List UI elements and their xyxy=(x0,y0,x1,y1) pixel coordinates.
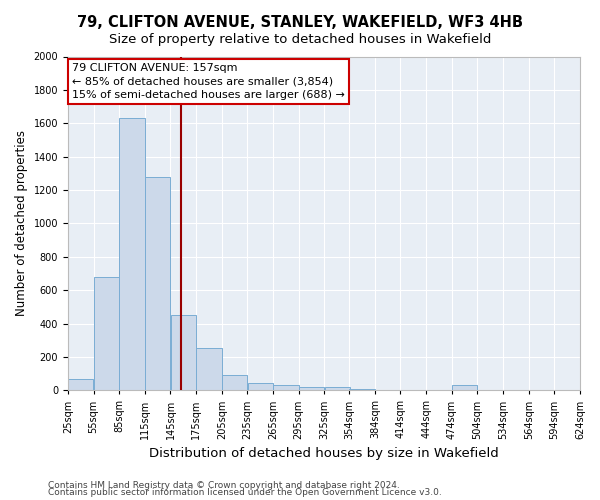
Bar xyxy=(452,386,477,390)
Bar xyxy=(68,378,94,390)
Y-axis label: Number of detached properties: Number of detached properties xyxy=(15,130,28,316)
Bar xyxy=(145,176,170,390)
Text: Size of property relative to detached houses in Wakefield: Size of property relative to detached ho… xyxy=(109,32,491,46)
Bar xyxy=(196,348,221,391)
Text: Contains HM Land Registry data © Crown copyright and database right 2024.: Contains HM Land Registry data © Crown c… xyxy=(48,480,400,490)
Text: 79, CLIFTON AVENUE, STANLEY, WAKEFIELD, WF3 4HB: 79, CLIFTON AVENUE, STANLEY, WAKEFIELD, … xyxy=(77,15,523,30)
Text: Contains public sector information licensed under the Open Government Licence v3: Contains public sector information licen… xyxy=(48,488,442,497)
Bar xyxy=(325,387,350,390)
Bar xyxy=(248,383,273,390)
Bar xyxy=(171,315,196,390)
Bar xyxy=(94,277,119,390)
Bar xyxy=(222,375,247,390)
Bar xyxy=(299,387,324,390)
Text: 79 CLIFTON AVENUE: 157sqm
← 85% of detached houses are smaller (3,854)
15% of se: 79 CLIFTON AVENUE: 157sqm ← 85% of detac… xyxy=(72,63,345,100)
Bar xyxy=(273,386,299,390)
Bar xyxy=(119,118,145,390)
X-axis label: Distribution of detached houses by size in Wakefield: Distribution of detached houses by size … xyxy=(149,447,499,460)
